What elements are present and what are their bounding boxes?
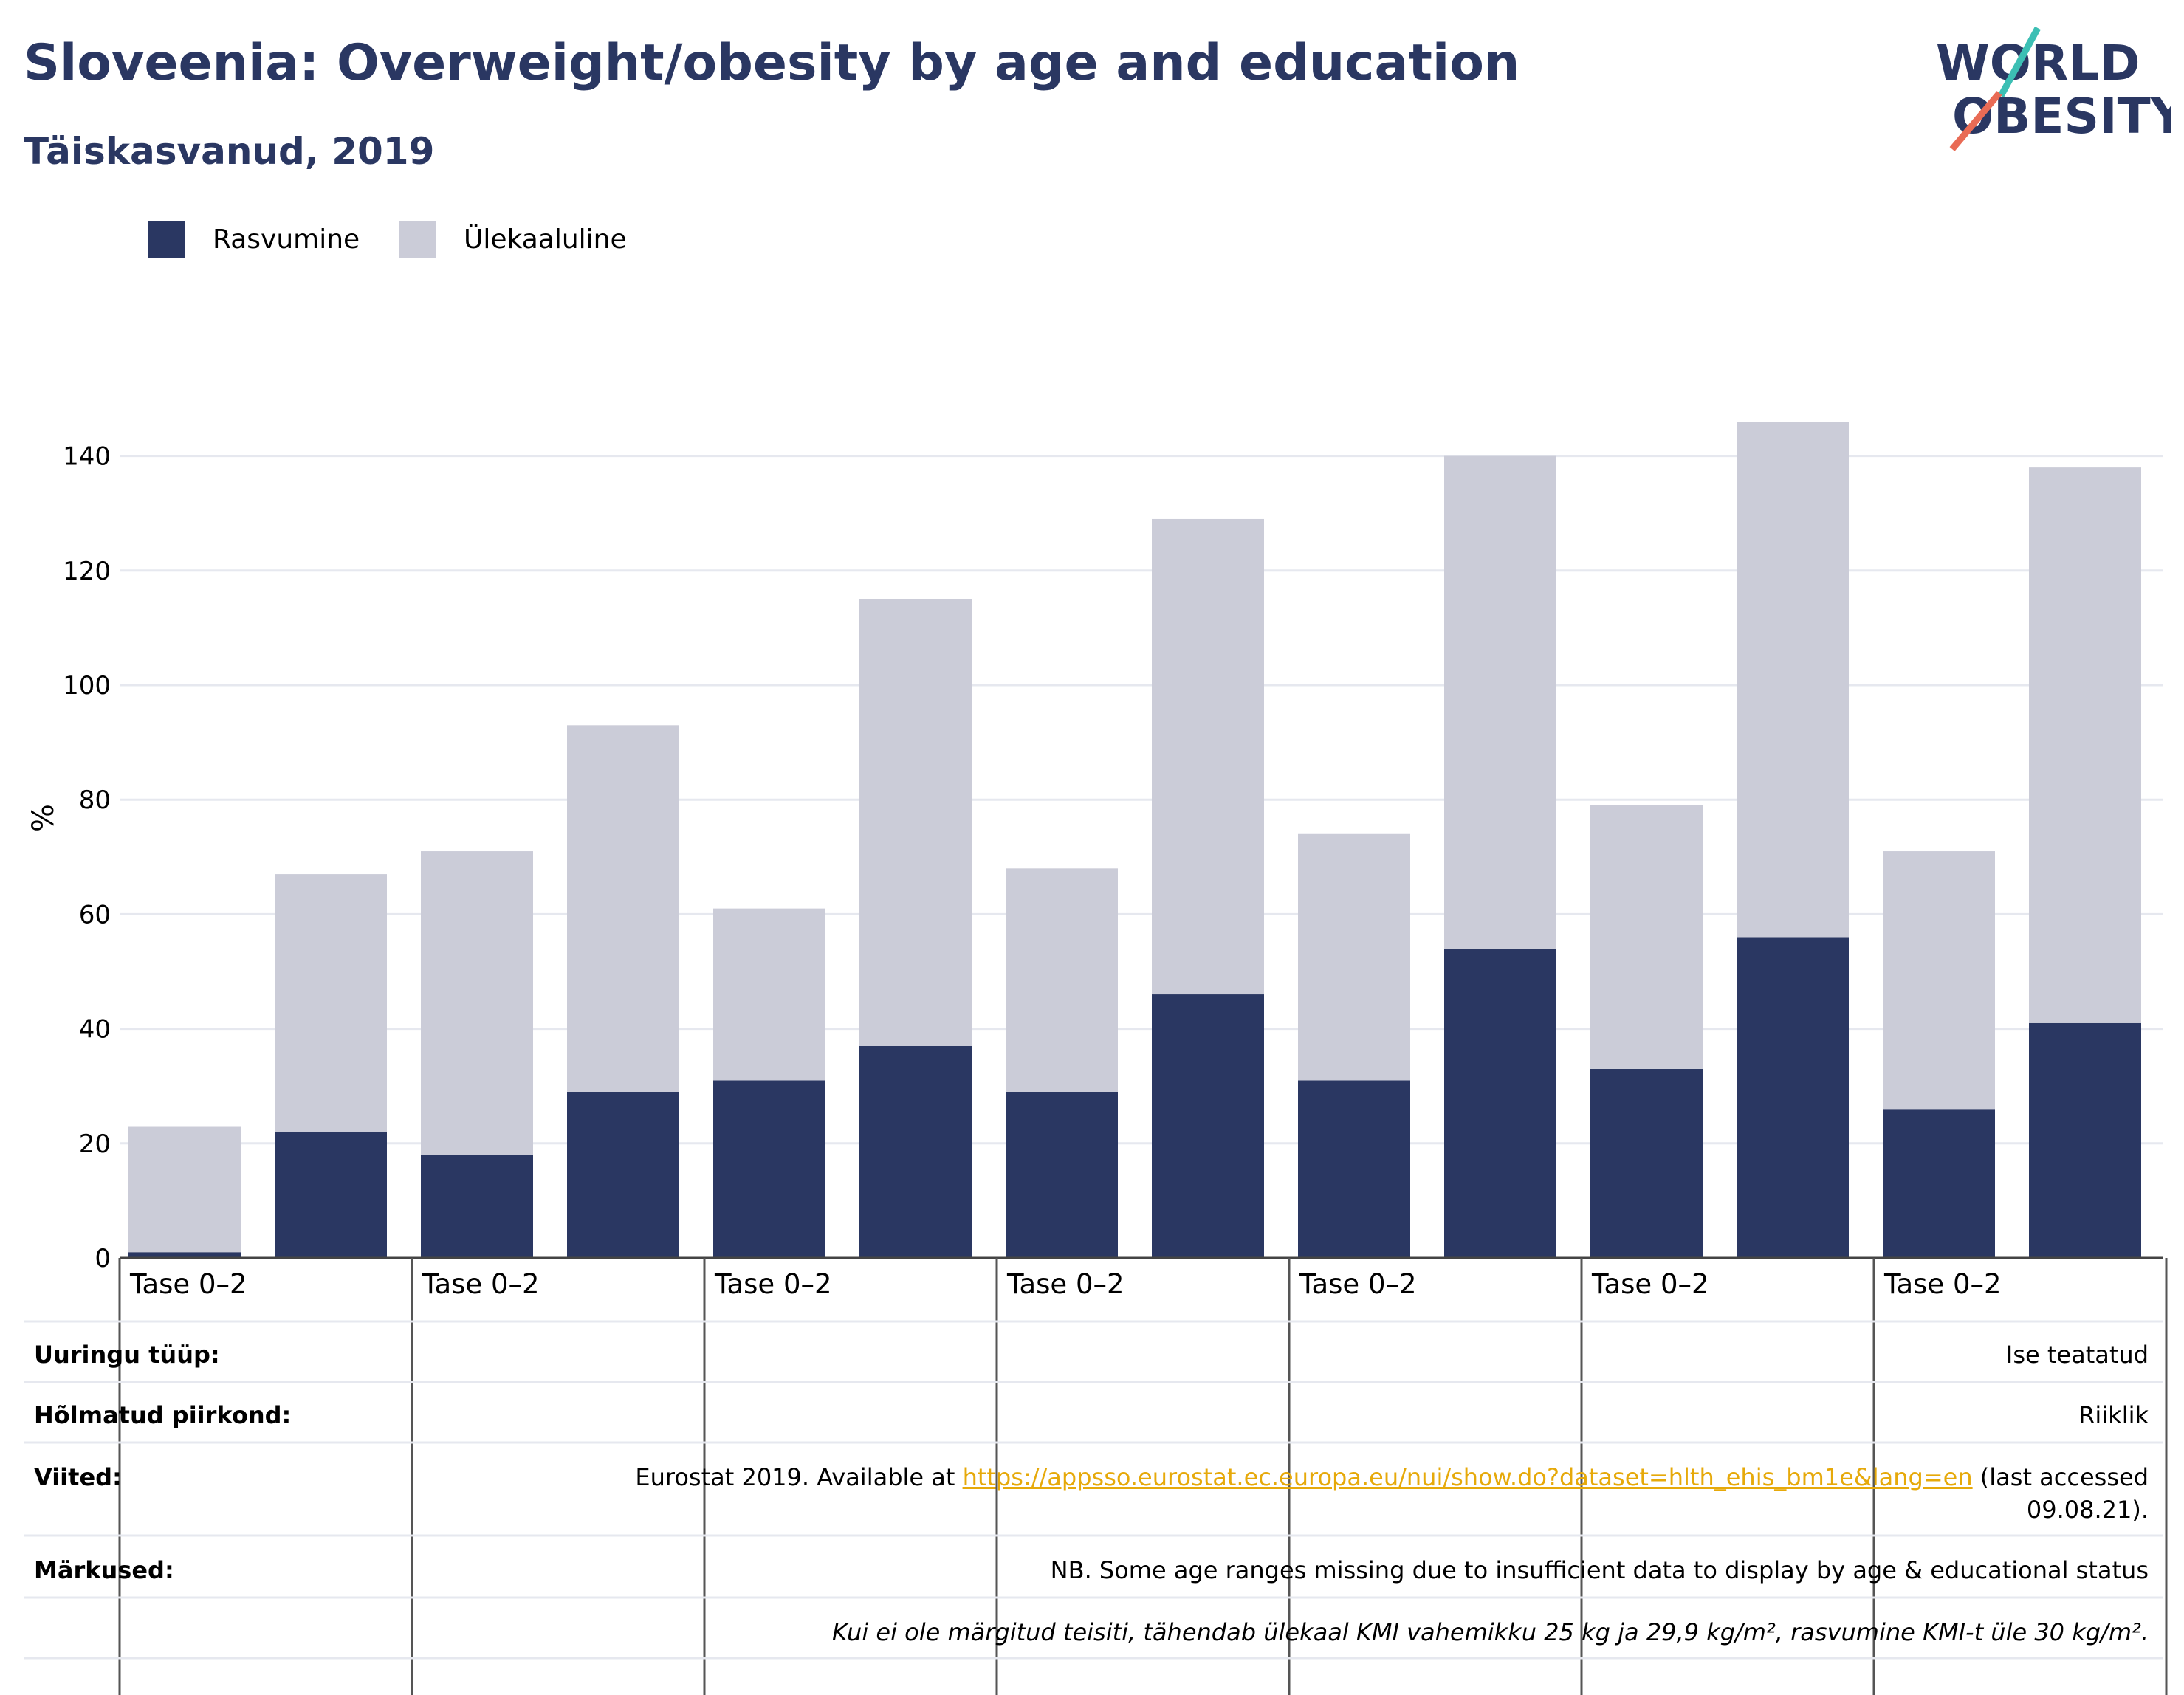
- bar-overweight-5[interactable]: [859, 599, 972, 1046]
- references-line2: 09.08.21).: [2026, 1496, 2149, 1524]
- bar-overweight-6[interactable]: [1006, 868, 1118, 1092]
- references-link[interactable]: https://appsso.eurostat.ec.europa.eu/nui…: [962, 1463, 1973, 1491]
- legend-swatch-overweight: [399, 221, 436, 258]
- world-obesity-logo: WORLD OBESITY: [1936, 26, 2171, 151]
- references-suffix: (last accessed: [1972, 1463, 2149, 1491]
- y-tick-label-40: 40: [79, 1015, 111, 1045]
- y-axis-label: %: [27, 804, 61, 832]
- legend-label-obesity: Rasvumine: [213, 224, 360, 255]
- bar-overweight-3[interactable]: [567, 725, 679, 1092]
- bar-overweight-9[interactable]: [1444, 455, 1556, 949]
- references-value: Eurostat 2019. Available at https://apps…: [635, 1463, 2149, 1491]
- logo-stroke-teal: [1998, 26, 2041, 98]
- bar-overweight-1[interactable]: [275, 874, 387, 1132]
- bar-obesity-6[interactable]: [1006, 1091, 1118, 1258]
- bar-obesity-11[interactable]: [1737, 937, 1849, 1258]
- references-label: Viited:: [34, 1463, 122, 1491]
- bar-obesity-10[interactable]: [1590, 1068, 1703, 1258]
- bar-overweight-10[interactable]: [1590, 805, 1703, 1069]
- notes-value: NB. Some age ranges missing due to insuf…: [1050, 1556, 2149, 1584]
- bar-overweight-2[interactable]: [421, 851, 533, 1155]
- bar-obesity-7[interactable]: [1152, 994, 1264, 1258]
- references-prefix: Eurostat 2019. Available at: [635, 1463, 963, 1491]
- group-label-4: Tase 0–2: [1299, 1268, 1417, 1300]
- bar-overweight-13[interactable]: [2029, 467, 2141, 1023]
- group-label-3: Tase 0–2: [1006, 1268, 1124, 1300]
- y-tick-label-0: 0: [95, 1244, 111, 1273]
- survey-type-value: Ise teatatud: [2005, 1341, 2149, 1369]
- logo-stroke-coral: [1949, 91, 2002, 151]
- table-lines: [24, 1258, 2168, 1695]
- y-tick-label-20: 20: [79, 1130, 111, 1159]
- group-label-2: Tase 0–2: [714, 1268, 832, 1300]
- y-tick-label-120: 120: [63, 557, 111, 586]
- bar-overweight-7[interactable]: [1152, 518, 1264, 995]
- bar-obesity-3[interactable]: [567, 1091, 679, 1258]
- bar-overweight-8[interactable]: [1298, 833, 1410, 1081]
- bar-obesity-5[interactable]: [859, 1045, 972, 1258]
- bar-obesity-9[interactable]: [1444, 948, 1556, 1258]
- bar-overweight-11[interactable]: [1737, 422, 1849, 938]
- logo-line1: WORLD: [1936, 35, 2140, 92]
- bar-obesity-0[interactable]: [128, 1252, 241, 1258]
- bar-obesity-4[interactable]: [713, 1080, 825, 1258]
- bar-obesity-13[interactable]: [2029, 1022, 2141, 1258]
- group-label-1: Tase 0–2: [422, 1268, 540, 1300]
- group-label-0: Tase 0–2: [129, 1268, 247, 1300]
- bar-overweight-4[interactable]: [713, 908, 825, 1081]
- group-label-5: Tase 0–2: [1591, 1268, 1709, 1300]
- bar-overweight-0[interactable]: [128, 1126, 241, 1253]
- category-labels: Tase 0–2 Tase 0–2 Tase 0–2 Tase 0–2 Tase 0–2…: [129, 1268, 2002, 1300]
- bars: [120, 422, 2163, 1259]
- bar-overweight-12[interactable]: [1883, 851, 1995, 1110]
- bar-obesity-8[interactable]: [1298, 1080, 1410, 1258]
- coverage-label: Hõlmatud piirkond:: [34, 1401, 292, 1429]
- survey-type-label: Uuringu tüüp:: [34, 1341, 220, 1369]
- chart-subtitle: Täiskasvanud, 2019: [24, 130, 435, 173]
- bar-obesity-12[interactable]: [1883, 1109, 1995, 1258]
- coverage-value: Riiklik: [2078, 1401, 2149, 1429]
- y-axis-ticks: 0 20 40 60 80 100 120 140: [63, 442, 111, 1273]
- y-tick-label-80: 80: [79, 785, 111, 815]
- y-tick-label-140: 140: [63, 442, 111, 472]
- y-tick-label-60: 60: [79, 900, 111, 929]
- bar-obesity-1[interactable]: [275, 1132, 387, 1258]
- chart-title: Sloveenia: Overweight/obesity by age and…: [24, 34, 1520, 92]
- bar-obesity-2[interactable]: [421, 1155, 533, 1258]
- legend-swatch-obesity: [148, 221, 185, 258]
- logo-line2: OBESITY: [1952, 88, 2171, 145]
- y-tick-label-100: 100: [63, 671, 111, 701]
- legend-label-overweight: Ülekaaluline: [464, 224, 627, 255]
- notes-label: Märkused:: [34, 1556, 174, 1584]
- notes-italic: Kui ei ole märgitud teisiti, tähendab ül…: [831, 1618, 2149, 1646]
- group-label-6: Tase 0–2: [1883, 1268, 2002, 1300]
